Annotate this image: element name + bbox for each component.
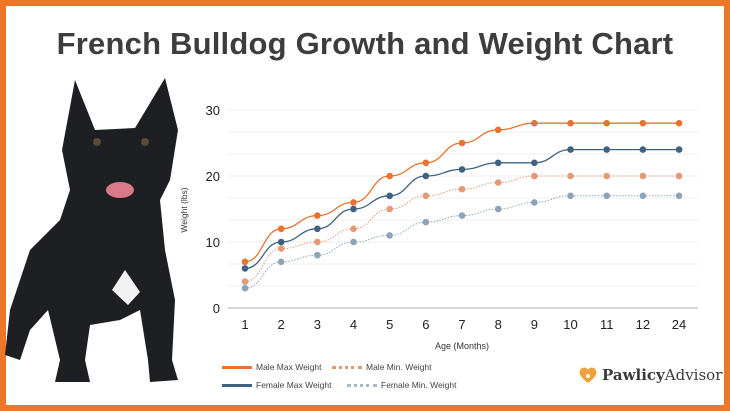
data-point bbox=[639, 146, 647, 153]
data-point bbox=[277, 258, 285, 266]
legend-item-female-max: Female Max Weight bbox=[222, 380, 331, 390]
data-point bbox=[494, 159, 502, 167]
data-point bbox=[675, 172, 683, 180]
brand-logo: Pawlicy Advisor bbox=[578, 366, 722, 384]
legend-item-male-min: Male Min. Weight bbox=[332, 362, 432, 372]
data-point bbox=[277, 245, 285, 252]
data-point bbox=[458, 185, 466, 193]
data-point bbox=[277, 238, 285, 246]
data-point bbox=[639, 119, 647, 127]
data-point bbox=[241, 278, 249, 285]
data-point bbox=[675, 146, 683, 153]
x-tick-label: 12 bbox=[636, 317, 650, 332]
legend-label: Male Max Weight bbox=[256, 362, 322, 372]
page-title: French Bulldog Growth and Weight Chart bbox=[56, 26, 674, 61]
data-point bbox=[350, 225, 357, 233]
legend-item-male-max: Male Max Weight bbox=[222, 362, 322, 372]
data-point bbox=[458, 212, 466, 219]
data-point bbox=[314, 238, 321, 246]
paw-heart-icon bbox=[579, 367, 597, 383]
y-tick-label: 0 bbox=[213, 301, 220, 316]
x-tick-label: 24 bbox=[672, 317, 686, 332]
data-point bbox=[386, 205, 393, 213]
x-tick-label: 7 bbox=[458, 317, 465, 332]
x-tick-label: 4 bbox=[350, 317, 357, 332]
data-point bbox=[422, 159, 430, 167]
data-point bbox=[531, 199, 538, 206]
data-point bbox=[350, 238, 357, 246]
legend-label: Female Min. Weight bbox=[381, 380, 457, 390]
x-tick-label: 10 bbox=[563, 317, 577, 332]
legend-item-female-min: Female Min. Weight bbox=[347, 380, 456, 390]
data-point bbox=[314, 212, 321, 219]
data-point bbox=[277, 225, 285, 233]
data-point bbox=[386, 192, 393, 200]
data-point bbox=[567, 172, 574, 180]
data-point bbox=[422, 172, 430, 180]
data-point bbox=[639, 172, 647, 180]
x-tick-label: 6 bbox=[422, 317, 429, 332]
data-point bbox=[241, 258, 249, 266]
x-tick-label: 8 bbox=[495, 317, 502, 332]
y-tick-label: 30 bbox=[206, 103, 220, 118]
data-point bbox=[350, 205, 357, 213]
x-tick-label: 2 bbox=[278, 317, 285, 332]
data-point bbox=[603, 172, 610, 180]
data-point bbox=[567, 146, 574, 153]
data-point bbox=[675, 192, 683, 200]
data-point bbox=[458, 166, 466, 173]
data-point bbox=[603, 119, 610, 127]
y-axis-label: Weight (lbs) bbox=[179, 187, 189, 232]
data-point bbox=[603, 146, 610, 153]
x-tick-label: 3 bbox=[314, 317, 321, 332]
french-bulldog-image bbox=[5, 78, 178, 382]
x-axis-label: Age (Months) bbox=[435, 341, 489, 351]
y-tick-label: 10 bbox=[206, 235, 220, 250]
brand-name-part2: Advisor bbox=[664, 366, 723, 384]
data-point bbox=[531, 159, 538, 167]
data-point bbox=[531, 119, 538, 127]
data-point bbox=[494, 126, 502, 134]
data-point bbox=[350, 199, 357, 206]
x-tick-label: 11 bbox=[600, 317, 614, 332]
data-point bbox=[422, 192, 430, 200]
brand-name-part1: Pawlicy bbox=[602, 366, 665, 384]
data-point bbox=[494, 205, 502, 213]
legend-label: Female Max Weight bbox=[256, 380, 332, 390]
data-point bbox=[241, 284, 249, 292]
legend-label: Male Min. Weight bbox=[366, 362, 432, 372]
data-point bbox=[531, 172, 538, 180]
legend-swatch bbox=[347, 383, 377, 387]
legend-swatch bbox=[222, 365, 252, 369]
data-point bbox=[567, 192, 574, 200]
data-point bbox=[603, 192, 610, 200]
data-point bbox=[639, 192, 647, 200]
data-point bbox=[422, 218, 430, 226]
data-point bbox=[458, 139, 466, 147]
data-point bbox=[494, 179, 502, 186]
data-point bbox=[386, 172, 393, 180]
data-point bbox=[567, 119, 574, 127]
legend-swatch bbox=[222, 383, 252, 387]
data-point bbox=[314, 225, 321, 233]
x-tick-label: 1 bbox=[241, 317, 248, 332]
x-tick-label: 9 bbox=[531, 317, 538, 332]
data-point bbox=[675, 119, 683, 127]
data-point bbox=[241, 265, 249, 272]
data-point bbox=[386, 232, 393, 239]
x-tick-label: 5 bbox=[386, 317, 393, 332]
legend-swatch bbox=[332, 365, 362, 369]
data-point bbox=[314, 251, 321, 259]
y-tick-label: 20 bbox=[206, 169, 220, 184]
